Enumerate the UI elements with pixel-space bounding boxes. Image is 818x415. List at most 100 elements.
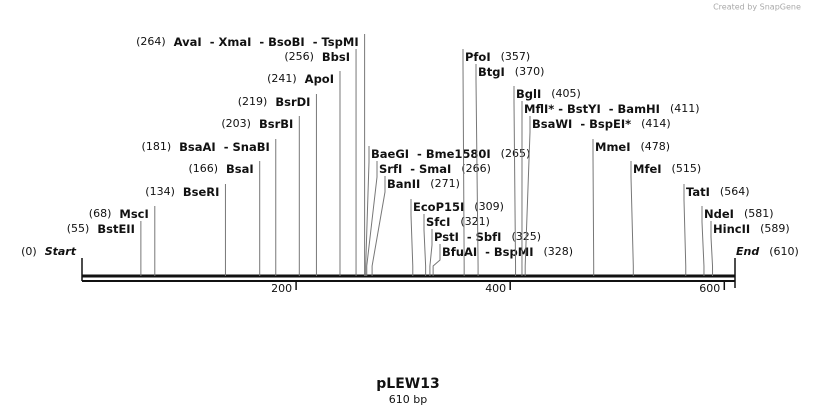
position-label: (256) [284,50,314,63]
tick-label: 200 [271,282,292,295]
position-label: (589) [760,222,790,235]
position-label: (241) [267,72,297,85]
position-label: (370) [515,65,545,78]
enzyme-name: MflI* - BstYI - BamHI [524,102,660,116]
feature-label: MfeI (515) [633,162,701,176]
enzyme-name: Start [45,245,77,258]
enzyme-name: AvaI - XmaI - BsoBI - TspMI [174,35,359,49]
feature-label: NdeI (581) [704,207,774,221]
enzyme-name: BtgI [478,65,505,79]
position-label: (271) [430,177,460,190]
enzyme-name: BsrBI [259,117,293,131]
feature-label: BtgI (370) [478,65,544,79]
position-label: (328) [543,245,573,258]
cut-line [371,176,386,276]
feature-label: BglI (405) [516,87,581,101]
enzyme-name: SrfI - SmaI [379,162,451,176]
tick-label: 600 [699,282,720,295]
position-label: (166) [188,162,218,175]
position-label: (266) [461,162,491,175]
feature-label: TatI (564) [686,185,750,199]
feature-label: BsaWI - BspEI* (414) [532,117,671,131]
enzyme-name: BanII [387,177,420,191]
enzyme-name: MmeI [595,140,631,154]
feature-label: (203) BsrBI [221,117,293,131]
enzyme-name: BsaAI - SnaBI [179,140,270,154]
credit: Created by SnapGene [713,3,801,12]
cut-line [423,214,427,276]
feature-label: End (610) [736,245,799,258]
map-name: pLEW13 [376,376,439,392]
position-label: (68) [89,207,112,220]
feature-label: (68) MscI [89,207,149,221]
map-length: 610 bp [389,393,427,406]
enzyme-name: TatI [686,185,710,199]
enzyme-name: SfcI [426,215,450,229]
tick-label: 400 [485,282,506,295]
feature-label: HincII (589) [713,222,790,236]
position-label: (357) [501,50,531,63]
feature-label: (219) BsrDI [238,95,311,109]
feature-label: (264) AvaI - XmaI - BsoBI - TspMI [136,35,359,49]
feature-label: BfuAI - BspMI (328) [442,245,573,259]
enzyme-name: BstEII [97,222,135,236]
enzyme-name: BsaWI - BspEI* [532,117,631,131]
enzyme-name: EcoP15I [413,200,464,214]
enzyme-name: ApoI [305,72,334,86]
cut-line [462,49,465,276]
enzyme-name: PfoI [465,50,491,64]
feature-label: (134) BseRI [145,185,219,199]
position-label: (264) [136,35,166,48]
position-label: (181) [142,140,172,153]
position-label: (405) [551,87,581,100]
cut-line [410,199,414,276]
feature-label: PstI - SbfI (325) [434,230,541,244]
feature-label: (241) ApoI [267,72,334,86]
feature-label: MflI* - BstYI - BamHI (411) [524,102,700,116]
position-label: (265) [501,147,531,160]
cut-line [429,229,433,276]
feature-label: BanII (271) [387,177,460,191]
position-label: (478) [641,140,671,153]
position-label: (414) [641,117,671,130]
feature-label: (55) BstEII [67,222,135,236]
cut-line [365,146,370,276]
feature-label: EcoP15I (309) [413,200,504,214]
feature-label: SrfI - SmaI (266) [379,162,491,176]
enzyme-name: MfeI [633,162,662,176]
position-label: (610) [769,245,799,258]
feature-label: BaeGI - Bme1580I (265) [371,147,530,161]
enzyme-name: BfuAI - BspMI [442,245,533,259]
cut-line [432,244,441,276]
enzyme-name: BsrDI [275,95,310,109]
position-label: (515) [672,162,702,175]
feature-label: (166) BsaI [188,162,253,176]
position-label: (0) [21,245,37,258]
enzyme-name: BseRI [183,185,220,199]
position-label: (321) [460,215,490,228]
cut-line [592,139,595,276]
feature-label: (256) BbsI [284,50,350,64]
position-label: (219) [238,95,268,108]
feature-label: SfcI (321) [426,215,490,229]
position-label: (309) [474,200,504,213]
enzyme-name: PstI - SbfI [434,230,501,244]
cut-line [475,64,479,276]
position-label: (55) [67,222,90,235]
cut-line [366,161,378,276]
cut-line [513,86,517,276]
enzyme-name: BaeGI - Bme1580I [371,147,491,161]
feature-label: (0) Start [21,245,77,258]
feature-label: PfoI (357) [465,50,530,64]
position-label: (564) [720,185,750,198]
cut-line [701,206,705,276]
enzyme-name: MscI [119,207,148,221]
enzyme-name: BsaI [226,162,254,176]
enzyme-name: BglI [516,87,541,101]
enzyme-name: NdeI [704,207,734,221]
cut-line [710,221,714,276]
cut-line [683,184,687,276]
position-label: (203) [221,117,251,130]
position-label: (411) [670,102,700,115]
